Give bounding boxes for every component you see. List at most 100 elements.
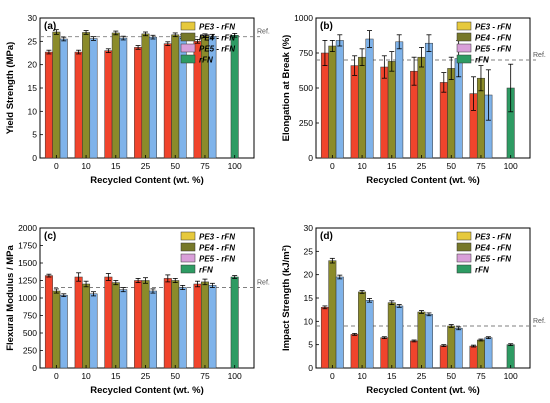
bar-pe5-25 [148, 36, 157, 159]
x-tick-label: 50 [447, 371, 457, 381]
x-axis-label: Recycled Content (wt. %) [366, 385, 480, 396]
x-tick-label: 50 [171, 371, 181, 381]
legend-label-rfn: rFN [475, 266, 489, 275]
bar-pe4-10 [82, 32, 91, 159]
y-axis-label: Impact Strength (kJ/m²) [281, 245, 292, 351]
bar-pe5-50 [178, 287, 187, 369]
x-tick-label: 0 [54, 371, 59, 381]
legend-swatch-pe5 [180, 253, 196, 263]
bar-rfn-100 [506, 344, 515, 369]
y-tick-label: 2000 [18, 223, 37, 233]
x-tick-label: 50 [447, 161, 457, 171]
x-tick-label: 15 [111, 161, 121, 171]
legend-swatch-pe4 [180, 242, 196, 252]
bar-pe5-15 [395, 41, 404, 159]
bar-pe4-75 [476, 339, 485, 369]
x-axis-label: Recycled Content (wt. %) [90, 385, 204, 396]
bar-pe3-0 [44, 51, 53, 159]
bar-pe3-0 [320, 307, 329, 369]
x-tick-label: 75 [200, 371, 210, 381]
legend-label-pe5: PE5 - rFN [199, 45, 235, 54]
x-tick-label: 100 [504, 371, 518, 381]
legend-label-pe4: PE4 - rFN [475, 34, 511, 43]
x-axis-label: Recycled Content (wt. %) [90, 175, 204, 186]
bar-pe3-50 [439, 345, 448, 369]
y-tick-label: 1250 [18, 276, 37, 286]
legend-swatch-pe5 [456, 43, 472, 53]
y-tick-label: 20 [28, 60, 38, 70]
bar-pe3-15 [380, 66, 389, 159]
bar-pe5-0 [59, 294, 68, 369]
x-tick-label: 10 [81, 371, 91, 381]
bar-pe3-10 [350, 65, 359, 159]
legend-swatch-pe3 [456, 231, 472, 241]
bar-pe3-25 [134, 47, 143, 159]
bar-pe3-25 [134, 280, 143, 369]
legend-swatch-pe4 [180, 32, 196, 42]
bar-pe4-50 [447, 325, 456, 369]
chart-panel-4: 0 5 10 15 20 25 30 Ref. 0 10 15 25 50 75 100 Recycled C… [281, 223, 546, 396]
legend-swatch-pe5 [456, 253, 472, 263]
y-tick-label: 250 [23, 346, 37, 356]
x-tick-label: 0 [330, 371, 335, 381]
legend-label-pe3: PE3 - rFN [199, 23, 235, 32]
y-tick-label: 500 [299, 83, 313, 93]
x-tick-label: 25 [141, 161, 151, 171]
x-tick-label: 10 [357, 371, 367, 381]
x-axis-label: Recycled Content (wt. %) [366, 175, 480, 186]
bar-pe4-0 [328, 260, 337, 369]
x-tick-label: 10 [357, 161, 367, 171]
bar-pe4-15 [111, 32, 120, 159]
bar-rfn-100 [230, 35, 239, 159]
bar-pe4-10 [358, 291, 367, 369]
legend-label-rfn: rFN [475, 56, 489, 65]
y-tick-label: 10 [28, 106, 38, 116]
legend-swatch-pe3 [180, 231, 196, 241]
bar-pe3-15 [104, 50, 113, 159]
bar-pe5-15 [119, 37, 128, 159]
x-tick-label: 0 [54, 161, 59, 171]
y-tick-label: 0 [308, 363, 313, 373]
bar-pe3-50 [163, 278, 172, 369]
bar-pe5-15 [119, 289, 128, 369]
bar-pe5-10 [365, 300, 374, 369]
panel-label: (d) [320, 231, 333, 242]
legend-label-rfn: rFN [199, 266, 213, 275]
legend-label-rfn: rFN [199, 56, 213, 65]
legend-label-pe4: PE4 - rFN [475, 244, 511, 253]
legend-label-pe3: PE3 - rFN [475, 23, 511, 32]
y-tick-label: 25 [304, 246, 314, 256]
bar-pe4-25 [141, 280, 150, 369]
bar-pe4-0 [52, 290, 61, 369]
bar-pe5-25 [424, 42, 433, 159]
bar-pe5-25 [424, 314, 433, 369]
y-tick-label: 0 [308, 153, 313, 163]
x-tick-label: 0 [330, 161, 335, 171]
y-tick-label: 5 [308, 340, 313, 350]
chart-panel-3: 0 250 500 750 1000 1250 1500 1750 2000 Ref. 0 10 15 2… [5, 223, 270, 396]
x-tick-label: 15 [387, 371, 397, 381]
x-tick-label: 10 [81, 161, 91, 171]
y-tick-label: 15 [304, 293, 314, 303]
legend-swatch-rfn [456, 264, 472, 274]
bar-pe5-75 [208, 35, 217, 159]
legend-swatch-rfn [456, 54, 472, 64]
reference-label: Ref. [257, 29, 270, 36]
panel-label: (c) [44, 231, 56, 242]
bar-pe3-0 [320, 52, 329, 159]
legend-label-pe3: PE3 - rFN [475, 233, 511, 242]
y-tick-label: 25 [28, 36, 38, 46]
y-tick-label: 1000 [18, 293, 37, 303]
bar-pe3-50 [163, 43, 172, 159]
legend-label-pe5: PE5 - rFN [199, 255, 235, 264]
y-tick-label: 15 [28, 83, 38, 93]
legend-swatch-pe3 [456, 21, 472, 31]
legend-label-pe5: PE5 - rFN [475, 255, 511, 264]
bar-pe5-10 [365, 38, 374, 159]
y-tick-label: 30 [304, 223, 314, 233]
bar-pe4-75 [200, 281, 209, 369]
panel-label: (b) [320, 21, 333, 32]
y-tick-label: 0 [32, 363, 37, 373]
bar-pe5-10 [89, 38, 98, 159]
